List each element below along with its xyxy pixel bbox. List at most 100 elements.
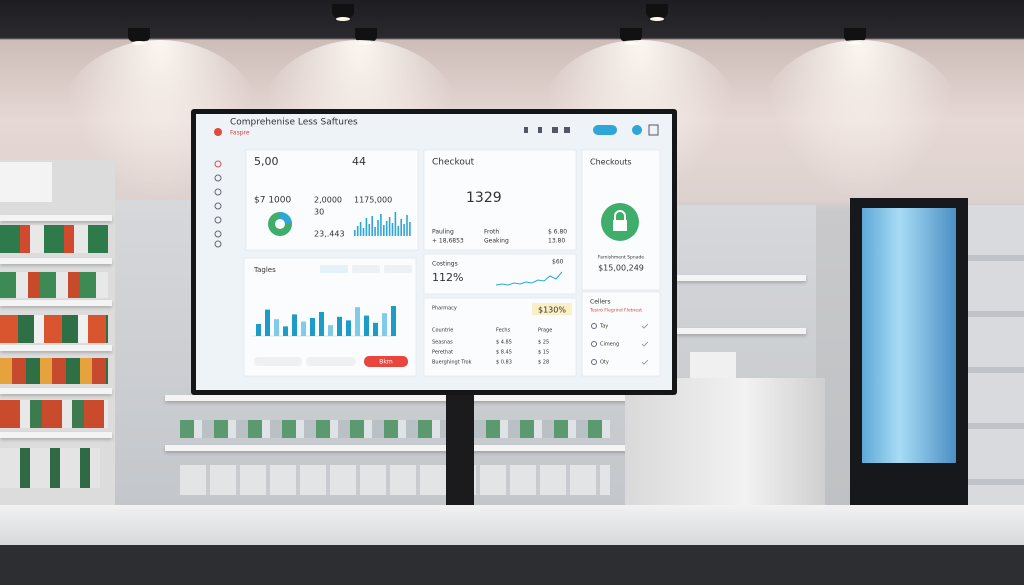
nav-icon[interactable]: [214, 230, 222, 238]
bar: [265, 309, 270, 336]
cell: $ 28: [538, 360, 549, 366]
shelf: [676, 275, 806, 281]
nav-icon[interactable]: [214, 240, 222, 248]
pill[interactable]: [306, 357, 356, 366]
card-title: Tagles: [253, 266, 276, 274]
bar: [337, 316, 342, 336]
shelf: [0, 300, 112, 306]
icon[interactable]: [564, 127, 570, 133]
shelf: [0, 388, 112, 394]
fridge-glass: [862, 208, 956, 463]
products: [0, 358, 108, 384]
toolbar: [524, 124, 659, 136]
nav-icon[interactable]: [214, 160, 222, 168]
value: $ 6.80: [548, 229, 567, 236]
shelf: [0, 258, 112, 264]
printer: [690, 352, 736, 378]
mini-bar: [391, 223, 394, 236]
bar: [310, 318, 315, 336]
value: Geaking: [484, 238, 509, 245]
mini-bar: [388, 217, 391, 236]
value: 13.80: [548, 238, 565, 245]
stat: 23,.443: [314, 230, 345, 239]
stat: 5,00: [254, 155, 279, 168]
light: [760, 40, 960, 200]
label: Froth: [484, 229, 499, 236]
subtitle: Faspre: [230, 130, 250, 137]
card-title: Cellers: [590, 299, 611, 306]
shelf: [0, 215, 112, 221]
mini-bar: [365, 218, 368, 236]
mini-bar: [406, 215, 408, 236]
lock-shackle: [614, 210, 626, 220]
tab[interactable]: [320, 265, 348, 273]
shelf: [165, 395, 640, 401]
mini-bar: [380, 214, 382, 236]
column-header: Prage: [538, 328, 552, 334]
list-item: Cimeng: [600, 342, 619, 348]
stat: 44: [352, 155, 366, 168]
value: + 18,6853: [432, 238, 464, 245]
tab[interactable]: [384, 265, 412, 273]
cell: $ 8.45: [496, 350, 512, 356]
nav-icon[interactable]: [214, 202, 222, 210]
list-item: Oty: [600, 360, 609, 366]
check: [641, 341, 649, 347]
donut-hole: [275, 219, 285, 229]
mini-bar: [362, 228, 365, 236]
pill[interactable]: [254, 357, 302, 366]
tab[interactable]: [352, 265, 380, 273]
card-title: Checkouts: [590, 158, 632, 167]
lock-body: [613, 220, 627, 231]
cell: $ 25: [538, 340, 549, 346]
cell: $ 0.83: [496, 360, 512, 366]
trend-line: [495, 271, 563, 286]
lamp: [332, 4, 354, 21]
mini-bar: [385, 221, 388, 236]
title: Comprehenise Less Saftures: [230, 118, 358, 128]
products: [0, 315, 108, 343]
shelf: [0, 345, 112, 351]
card-title: Costings: [432, 261, 458, 268]
item-icon: [591, 341, 597, 347]
bar: [301, 321, 306, 336]
note: $60: [552, 259, 564, 266]
button-label[interactable]: Bkm: [379, 359, 393, 366]
mini-bar: [359, 222, 362, 236]
bar: [373, 322, 378, 336]
check: [641, 323, 649, 329]
kiosk: [625, 378, 825, 506]
nav-icon[interactable]: [214, 188, 222, 196]
products: [0, 225, 108, 253]
icon[interactable]: [648, 124, 659, 136]
products: [180, 420, 610, 438]
icon[interactable]: [524, 127, 528, 133]
dashboard: Comprehenise Less Saftures Faspre: [214, 118, 661, 377]
mini-bar: [354, 230, 356, 236]
cell: Seasnas: [432, 340, 453, 346]
cell: Perethat: [432, 350, 453, 356]
stat: 1175,000: [354, 196, 392, 205]
bar: [346, 320, 351, 336]
mini-bar: [400, 219, 402, 236]
costings-card: [423, 253, 577, 295]
mini-bar: [403, 224, 405, 236]
mini-bar: [374, 227, 376, 236]
checkout-card: [423, 149, 577, 251]
button[interactable]: [364, 356, 408, 367]
icon[interactable]: [552, 127, 558, 133]
column-header: Countrie: [432, 328, 453, 334]
nav-icon[interactable]: [214, 174, 222, 182]
mini-bar: [409, 222, 411, 236]
nav-icon[interactable]: [214, 216, 222, 224]
badge-text: $130%: [538, 306, 566, 315]
avatar[interactable]: [632, 125, 642, 135]
caption: Farnishment Spnade: [598, 255, 644, 261]
value: 112%: [432, 271, 463, 284]
products: [0, 272, 108, 298]
counter-top: [0, 505, 1024, 545]
monitor-stand: [446, 392, 474, 510]
toggle[interactable]: [593, 125, 617, 135]
shelf: [165, 445, 640, 451]
icon[interactable]: [538, 127, 542, 133]
